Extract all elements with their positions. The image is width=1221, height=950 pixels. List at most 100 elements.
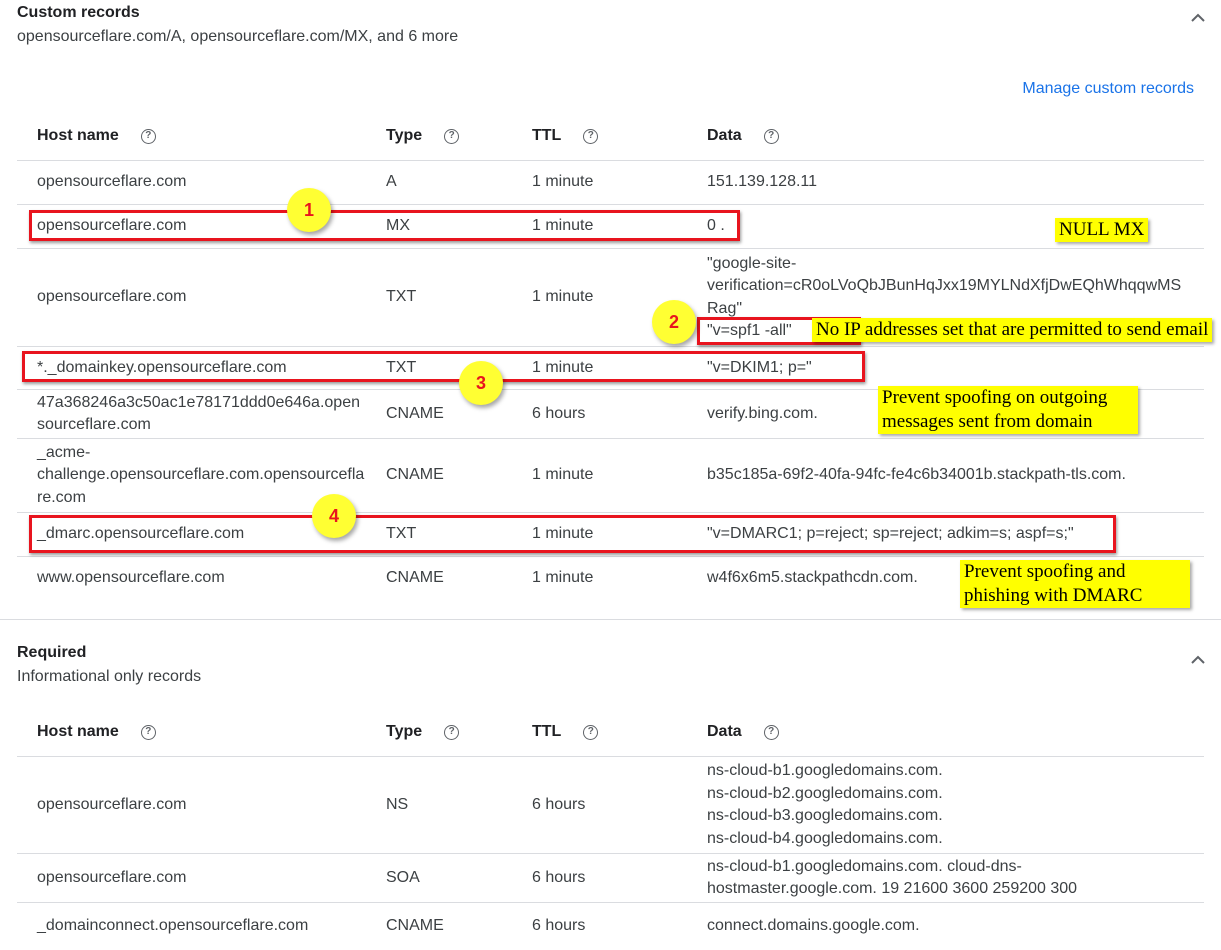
table-row: _acme-challenge.opensourceflare.com.open… bbox=[17, 438, 1204, 512]
cell-host: _domainconnect.opensourceflare.com bbox=[37, 903, 367, 950]
cell-type: NS bbox=[386, 757, 408, 853]
cell-type-text: CNAME bbox=[386, 569, 444, 587]
table-row: www.opensourceflare.com CNAME 1 minute w4f6… bbox=[17, 556, 1204, 600]
cell-type-text: CNAME bbox=[386, 466, 444, 484]
help-icon[interactable]: ? bbox=[583, 128, 599, 144]
cell-type: TXT bbox=[386, 249, 416, 346]
required-subtitle: Informational only records bbox=[17, 668, 202, 685]
section-divider bbox=[0, 619, 1221, 620]
cell-host: opensourceflare.com bbox=[37, 205, 367, 248]
cell-type: A bbox=[386, 161, 397, 204]
table-row: opensourceflare.com NS 6 hours ns-cloud-b1.… bbox=[17, 756, 1204, 853]
table-row: 47a368246a3c50ac1e78171ddd0e646a.opensou… bbox=[17, 389, 1204, 438]
cell-host: _dmarc.opensourceflare.com bbox=[37, 513, 367, 556]
cell-type: CNAME bbox=[386, 557, 444, 600]
annotation-number-3: 3 bbox=[459, 361, 503, 405]
cell-host-text: _dmarc.opensourceflare.com bbox=[37, 525, 245, 543]
cell-ttl: 1 minute bbox=[532, 439, 593, 512]
table-row: opensourceflare.com MX 1 minute 0 . bbox=[17, 204, 1204, 248]
note-spf: No IP addresses set that are permitted t… bbox=[812, 318, 1213, 342]
custom-records-table: Host name? Type? TTL? Data? opensourceflare.… bbox=[17, 112, 1204, 600]
cell-type: TXT bbox=[386, 513, 416, 556]
cell-ttl: 1 minute bbox=[532, 513, 593, 556]
annotation-number-4: 4 bbox=[312, 494, 356, 538]
cell-ttl-text: 1 minute bbox=[532, 525, 594, 543]
cell-host-text: 47a368246a3c50ac1e78171ddd0e646a.opensou… bbox=[37, 393, 360, 434]
chevron-up-icon[interactable] bbox=[1188, 650, 1208, 670]
cell-host: _acme-challenge.opensourceflare.com.open… bbox=[37, 439, 367, 512]
cell-ttl-text: 6 hours bbox=[532, 404, 586, 422]
cell-data: ns-cloud-b1.googledomains.com. cloud-dns… bbox=[707, 854, 1187, 902]
column-header: Host name? bbox=[37, 708, 367, 756]
table-row: *._domainkey.opensourceflare.com TXT 1 min… bbox=[17, 346, 1204, 389]
cell-ttl: 1 minute bbox=[532, 557, 593, 600]
cell-host-text: opensourceflare.com bbox=[37, 288, 187, 306]
cell-data-text: "google-site-verification=cR0oLVoQbJBunH… bbox=[707, 254, 1182, 340]
help-icon[interactable]: ? bbox=[583, 724, 599, 740]
cell-type-text: NS bbox=[386, 795, 409, 813]
column-header: TTL? bbox=[532, 112, 599, 160]
help-icon[interactable]: ? bbox=[763, 724, 779, 740]
column-header-label: Data bbox=[707, 126, 742, 144]
highlight-box-dmarc bbox=[29, 515, 1116, 553]
cell-host-text: opensourceflare.com bbox=[37, 868, 187, 886]
column-header-label: Host name bbox=[37, 126, 119, 144]
cell-host: *._domainkey.opensourceflare.com bbox=[37, 347, 367, 389]
cell-data-text: verify.bing.com. bbox=[707, 404, 818, 422]
column-header: Type? bbox=[386, 112, 460, 160]
chevron-up-icon[interactable] bbox=[1188, 8, 1208, 28]
cell-ttl: 6 hours bbox=[532, 757, 585, 853]
cell-host: opensourceflare.com bbox=[37, 249, 367, 346]
cell-type: CNAME bbox=[386, 439, 444, 512]
cell-host-text: opensourceflare.com bbox=[37, 217, 187, 235]
column-header: Data? bbox=[707, 708, 1187, 756]
cell-host-text: opensourceflare.com bbox=[37, 173, 187, 191]
custom-records-title: Custom records bbox=[17, 4, 140, 21]
cell-ttl: 6 hours bbox=[532, 854, 585, 902]
cell-type: CNAME bbox=[386, 390, 444, 438]
cell-data: 0 . bbox=[707, 205, 1187, 248]
cell-ttl: 1 minute bbox=[532, 249, 593, 346]
table-row: opensourceflare.com A 1 minute 151.139.128.… bbox=[17, 160, 1204, 204]
cell-ttl: 6 hours bbox=[532, 903, 585, 950]
help-icon[interactable]: ? bbox=[444, 724, 460, 740]
cell-type-text: TXT bbox=[386, 288, 417, 306]
cell-type: SOA bbox=[386, 854, 420, 902]
cell-host: www.opensourceflare.com bbox=[37, 557, 367, 600]
table-header: Host name? Type? TTL? Data? bbox=[17, 708, 1204, 756]
column-header-label: Host name bbox=[37, 722, 119, 740]
cell-host-text: _acme-challenge.opensourceflare.com.open… bbox=[37, 443, 365, 506]
required-records-table: Host name? Type? TTL? Data? opensourceflare.… bbox=[17, 708, 1204, 950]
column-header-label: Data bbox=[707, 722, 742, 740]
cell-host: 47a368246a3c50ac1e78171ddd0e646a.opensou… bbox=[37, 390, 367, 438]
cell-data-text: 151.139.128.11 bbox=[707, 173, 818, 191]
note-dkim: Prevent spoofing on outgoing messages se… bbox=[878, 386, 1138, 434]
cell-ttl: 1 minute bbox=[532, 347, 593, 389]
help-icon[interactable]: ? bbox=[140, 128, 156, 144]
cell-ttl-text: 1 minute bbox=[532, 173, 594, 191]
manage-custom-records-link[interactable]: Manage custom records bbox=[1022, 80, 1194, 97]
cell-data: connect.domains.google.com. bbox=[707, 903, 1187, 950]
cell-type-text: CNAME bbox=[386, 404, 444, 422]
cell-data: 151.139.128.11 bbox=[707, 161, 1187, 204]
table-header: Host name? Type? TTL? Data? bbox=[17, 112, 1204, 160]
highlight-box-dkim bbox=[22, 351, 865, 382]
table-row: opensourceflare.com SOA 6 hours ns-cloud-b1… bbox=[17, 853, 1204, 902]
help-icon[interactable]: ? bbox=[444, 128, 460, 144]
help-icon[interactable]: ? bbox=[140, 724, 156, 740]
custom-records-subtitle: opensourceflare.com/A, opensourceflare.c… bbox=[17, 28, 459, 45]
table-row: _dmarc.opensourceflare.com TXT 1 minute "v=… bbox=[17, 512, 1204, 556]
table-row: opensourceflare.com TXT 1 minute "google-si… bbox=[17, 248, 1204, 346]
cell-type: TXT bbox=[386, 347, 416, 389]
column-header-label: Type bbox=[386, 126, 423, 144]
cell-ttl: 1 minute bbox=[532, 205, 593, 248]
cell-ttl-text: 1 minute bbox=[532, 358, 594, 376]
cell-type-text: SOA bbox=[386, 868, 420, 886]
cell-ttl-text: 1 minute bbox=[532, 466, 594, 484]
cell-data-text: "v=DMARC1; p=reject; sp=reject; adkim=s;… bbox=[707, 525, 1074, 543]
cell-host: opensourceflare.com bbox=[37, 161, 367, 204]
required-title: Required bbox=[17, 644, 87, 661]
help-icon[interactable]: ? bbox=[763, 128, 779, 144]
cell-data: verify.bing.com. bbox=[707, 390, 1187, 438]
cell-data: "v=DMARC1; p=reject; sp=reject; adkim=s;… bbox=[707, 513, 1187, 556]
